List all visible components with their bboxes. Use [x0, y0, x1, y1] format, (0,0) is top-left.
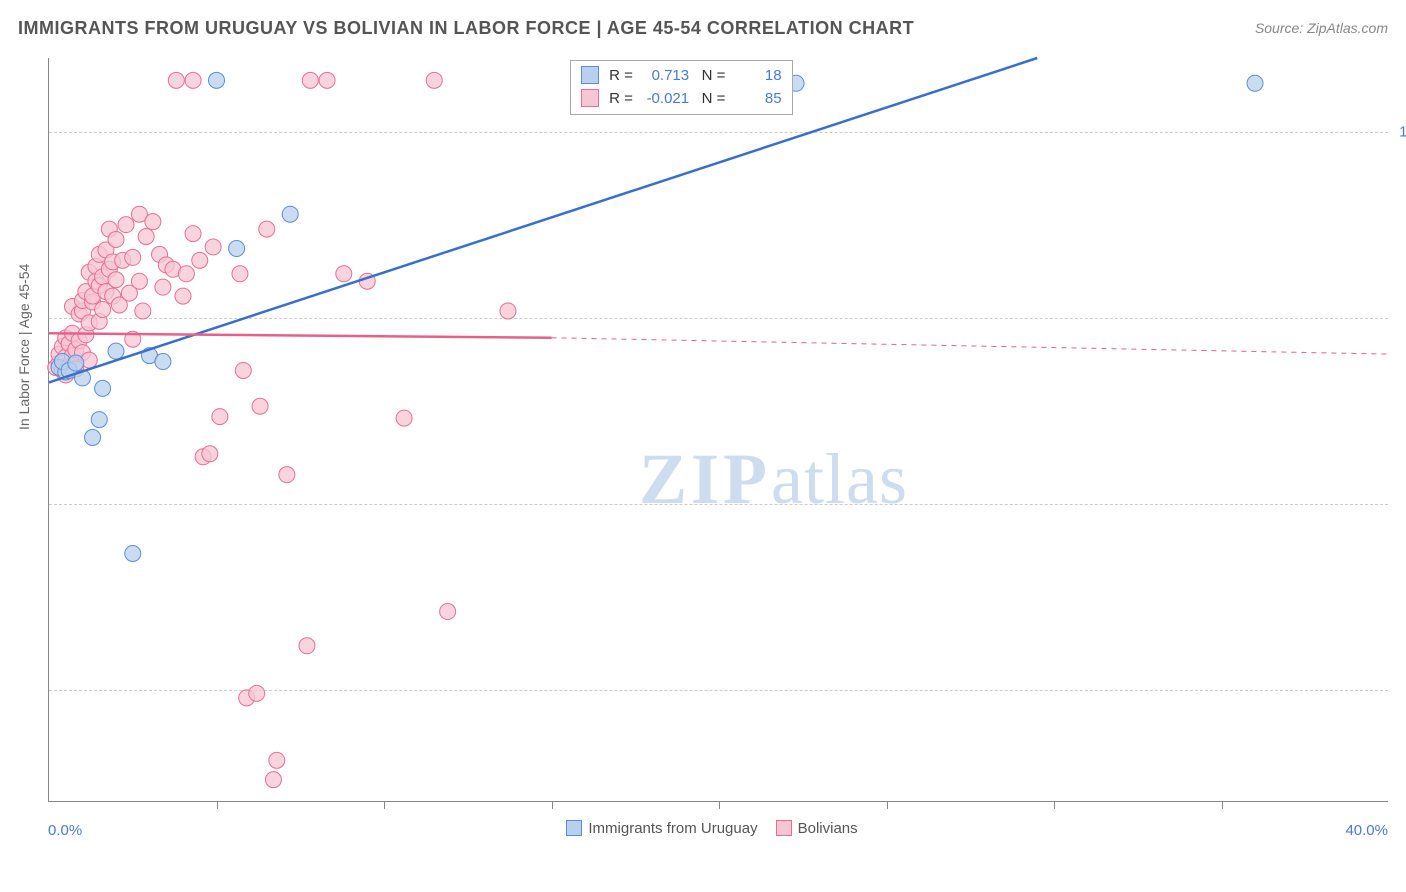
data-point [299, 638, 315, 654]
stat-row: R = -0.021 N = 85 [581, 88, 782, 111]
series-swatch [581, 89, 599, 107]
data-point [500, 303, 516, 319]
plot-area: ZIPatlas 62.5%75.0%87.5%100.0% [48, 58, 1388, 802]
r-label: R = [609, 90, 633, 107]
y-tick-label: 87.5% [1394, 310, 1406, 327]
data-point [155, 354, 171, 370]
r-label: R = [609, 67, 633, 84]
trend-line-dashed [552, 338, 1390, 354]
data-point [209, 72, 225, 88]
data-point [229, 240, 245, 256]
data-point [252, 398, 268, 414]
y-tick-label: 75.0% [1394, 496, 1406, 513]
x-tick [552, 801, 553, 809]
data-point [192, 252, 208, 268]
data-point [91, 412, 107, 428]
data-point [175, 288, 191, 304]
correlation-stats-box: R = 0.713 N = 18 R = -0.021 N = 85 [570, 60, 793, 115]
data-point [232, 266, 248, 282]
data-point [319, 72, 335, 88]
legend-swatch [566, 820, 582, 836]
source-label: Source: ZipAtlas.com [1255, 20, 1388, 36]
data-point [138, 229, 154, 245]
series-swatch [581, 66, 599, 84]
data-point [118, 217, 134, 233]
data-point [185, 226, 201, 242]
chart-title: IMMIGRANTS FROM URUGUAY VS BOLIVIAN IN L… [18, 18, 914, 39]
data-point [235, 362, 251, 378]
data-point [265, 772, 281, 788]
data-point [95, 380, 111, 396]
data-point [108, 272, 124, 288]
data-point [68, 355, 84, 371]
data-point [85, 429, 101, 445]
y-axis-label: In Labor Force | Age 45-54 [16, 264, 32, 430]
r-value: -0.021 [637, 88, 689, 111]
data-point [396, 410, 412, 426]
legend-label: Immigrants from Uruguay [588, 820, 757, 837]
legend-label: Bolivians [798, 820, 858, 837]
data-point [1247, 75, 1263, 91]
data-point [131, 273, 147, 289]
data-point [279, 467, 295, 483]
data-point [282, 206, 298, 222]
data-point [202, 446, 218, 462]
n-value: 85 [730, 88, 782, 111]
data-point [212, 409, 228, 425]
data-point [125, 249, 141, 265]
n-value: 18 [730, 65, 782, 88]
data-point [95, 301, 111, 317]
data-point [426, 72, 442, 88]
data-point [269, 752, 285, 768]
legend-swatch [776, 820, 792, 836]
data-point [168, 72, 184, 88]
x-tick [719, 801, 720, 809]
x-tick [1222, 801, 1223, 809]
data-point [155, 279, 171, 295]
data-point [205, 239, 221, 255]
data-point [259, 221, 275, 237]
y-tick-label: 62.5% [1394, 682, 1406, 699]
stat-row: R = 0.713 N = 18 [581, 65, 782, 88]
data-point [178, 266, 194, 282]
x-tick [887, 801, 888, 809]
data-point [135, 303, 151, 319]
data-point [302, 72, 318, 88]
data-point [336, 266, 352, 282]
chart-svg [49, 58, 1389, 802]
y-tick-label: 100.0% [1394, 124, 1406, 141]
trend-line [49, 333, 552, 337]
data-point [145, 214, 161, 230]
x-tick [1054, 801, 1055, 809]
data-point [108, 232, 124, 248]
data-point [440, 604, 456, 620]
n-label: N = [702, 90, 726, 107]
data-point [108, 343, 124, 359]
n-label: N = [702, 67, 726, 84]
r-value: 0.713 [637, 65, 689, 88]
legend: Immigrants from Uruguay Bolivians [0, 820, 1406, 837]
x-tick [384, 801, 385, 809]
data-point [185, 72, 201, 88]
data-point [249, 685, 265, 701]
x-tick [217, 801, 218, 809]
data-point [125, 546, 141, 562]
